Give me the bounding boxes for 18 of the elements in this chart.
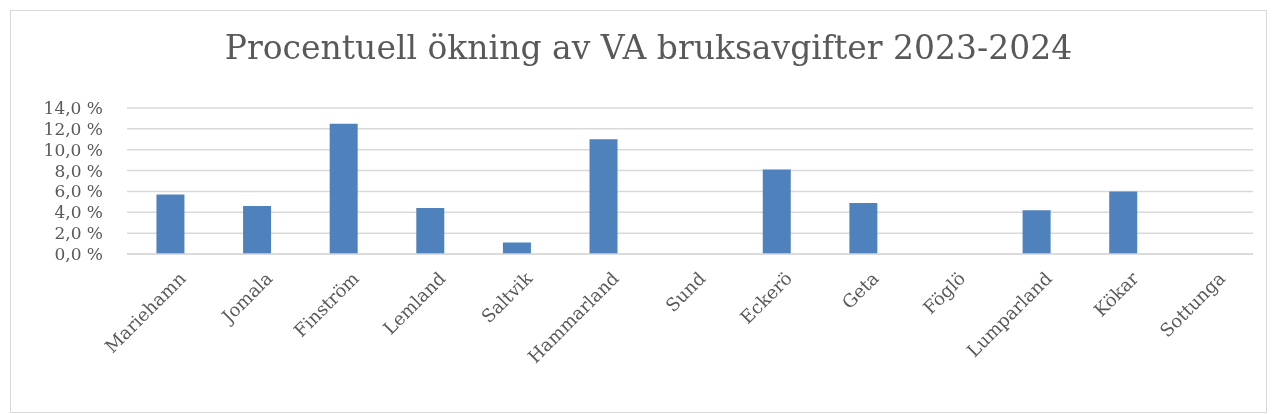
y-tick-label: 2,0 % <box>54 223 103 244</box>
bar <box>1109 191 1138 254</box>
chart-title: Procentuell ökning av VA bruksavgifter 2023-2024 <box>223 28 1074 67</box>
bar <box>589 139 618 254</box>
bar <box>1022 210 1051 254</box>
y-tick-label: 0,0 % <box>54 244 103 265</box>
bar <box>243 206 272 254</box>
bar <box>849 202 878 254</box>
y-tick-label: 10,0 % <box>43 139 103 160</box>
bar <box>156 194 185 254</box>
bar <box>416 208 445 254</box>
bar <box>329 123 358 254</box>
bar <box>762 169 791 254</box>
y-tick-label: 8,0 % <box>54 160 103 181</box>
y-tick-label: 14,0 % <box>43 98 103 119</box>
y-tick-label: 12,0 % <box>43 118 103 139</box>
y-tick-label: 6,0 % <box>54 181 103 202</box>
y-tick-label: 4,0 % <box>54 202 103 223</box>
